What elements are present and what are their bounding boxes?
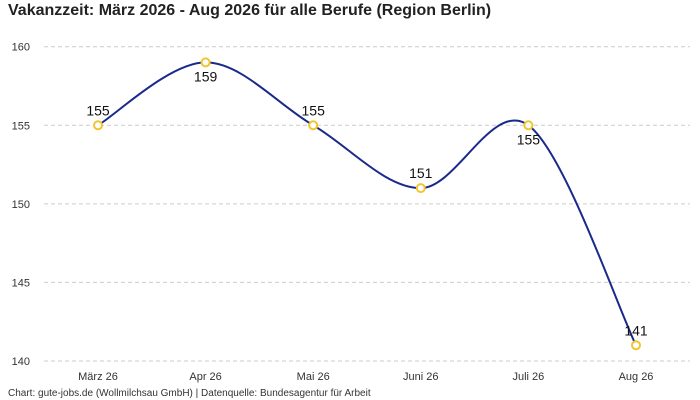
x-tick-label: Apr 26 — [189, 371, 221, 383]
data-point — [308, 120, 319, 131]
data-label: 159 — [194, 68, 218, 84]
data-points — [93, 57, 641, 351]
x-tick-label: Mai 26 — [297, 371, 330, 383]
data-point — [200, 57, 211, 68]
x-tick-label: Aug 26 — [619, 371, 654, 383]
x-tick-label: Juli 26 — [513, 371, 545, 383]
y-tick-label: 140 — [12, 356, 30, 368]
y-tick-label: 160 — [12, 42, 30, 54]
data-label: 141 — [624, 322, 648, 338]
y-tick-label: 155 — [12, 120, 30, 132]
y-tick-label: 145 — [12, 277, 30, 289]
x-tick-label: Juni 26 — [403, 371, 438, 383]
data-point — [415, 183, 426, 194]
data-point — [93, 120, 103, 131]
y-axis-ticks: 140 145 150 155 160 — [12, 42, 30, 368]
data-point — [523, 120, 534, 131]
data-label: 155 — [517, 131, 541, 147]
data-label: 151 — [409, 165, 433, 181]
data-label: 155 — [86, 102, 110, 118]
gridlines — [44, 46, 690, 362]
x-axis-ticks: März 26 Apr 26 Mai 26 Juni 26 Juli 26 Aug 26 — [78, 371, 653, 383]
data-labels: 155 159 155 151 155 141 — [86, 68, 648, 338]
chart-source-note: Chart: gute-jobs.de (Wollmilchsau GmbH) … — [8, 388, 371, 399]
data-label: 155 — [302, 102, 326, 118]
x-tick-label: März 26 — [78, 371, 118, 383]
chart-title: Vakanzzeit: März 2026 - Aug 2026 für all… — [8, 2, 492, 19]
y-tick-label: 150 — [12, 199, 30, 211]
data-point — [631, 340, 641, 351]
